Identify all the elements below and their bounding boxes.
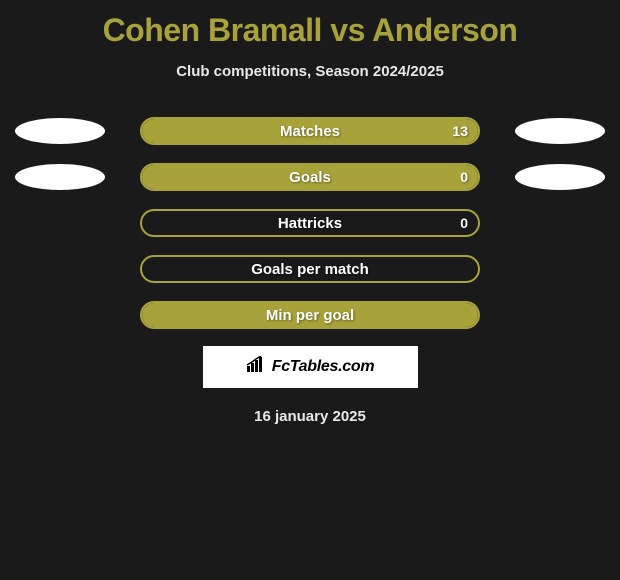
stat-value: 0 xyxy=(460,215,468,231)
chart-row: Matches 13 xyxy=(20,116,600,146)
stat-label: Goals xyxy=(289,169,331,186)
chart-row: Hattricks 0 xyxy=(20,208,600,238)
stat-label: Goals per match xyxy=(251,261,369,278)
logo-box: FcTables.com xyxy=(203,346,418,388)
player-right-marker xyxy=(515,164,605,190)
date-label: 16 january 2025 xyxy=(0,408,620,425)
stat-bar: Goals per match xyxy=(140,255,480,283)
page-title: Cohen Bramall vs Anderson xyxy=(0,0,620,49)
player-right-marker xyxy=(515,118,605,144)
stat-bar: Matches 13 xyxy=(140,117,480,145)
chart-row: Goals per match xyxy=(20,254,600,284)
stat-label: Hattricks xyxy=(278,215,342,232)
stat-label: Min per goal xyxy=(266,307,354,324)
chart-row: Min per goal xyxy=(20,300,600,330)
player-left-marker xyxy=(15,164,105,190)
stat-value: 0 xyxy=(460,169,468,185)
logo-text: FcTables.com xyxy=(272,358,375,376)
subtitle: Club competitions, Season 2024/2025 xyxy=(0,63,620,80)
stat-bar: Goals 0 xyxy=(140,163,480,191)
comparison-chart: Matches 13 Goals 0 Hattricks 0 Goals per match… xyxy=(0,116,620,330)
stat-value: 13 xyxy=(452,123,468,139)
stat-bar: Min per goal xyxy=(140,301,480,329)
chart-row: Goals 0 xyxy=(20,162,600,192)
player-left-marker xyxy=(15,118,105,144)
stat-bar: Hattricks 0 xyxy=(140,209,480,237)
stat-label: Matches xyxy=(280,123,340,140)
bar-chart-icon xyxy=(246,356,268,379)
